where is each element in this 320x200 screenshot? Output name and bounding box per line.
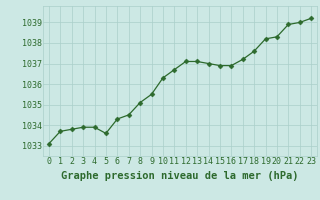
X-axis label: Graphe pression niveau de la mer (hPa): Graphe pression niveau de la mer (hPa)	[61, 171, 299, 181]
